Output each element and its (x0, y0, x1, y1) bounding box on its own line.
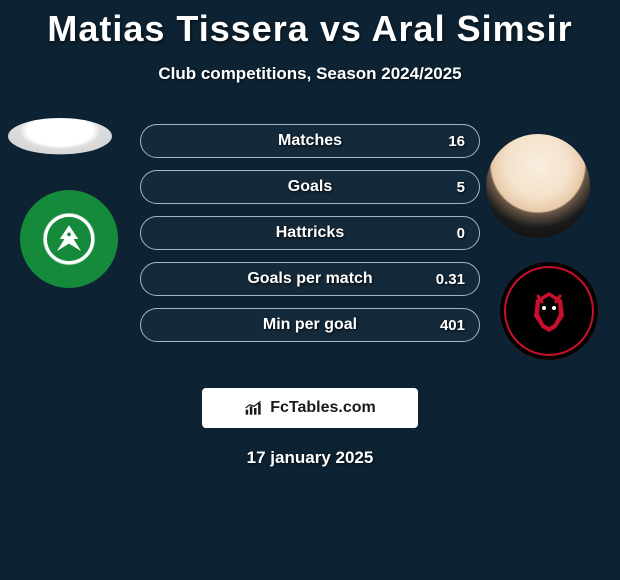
bar-chart-icon (244, 399, 264, 417)
player-left-avatar (8, 118, 112, 154)
club-right-badge (500, 262, 598, 360)
stat-value-right: 0.31 (436, 271, 465, 288)
stat-row: Hattricks 0 (140, 216, 480, 250)
wolf-icon (524, 286, 574, 336)
page-title: Matias Tissera vs Aral Simsir (0, 0, 620, 50)
stat-label: Matches (278, 132, 342, 150)
stat-label: Hattricks (276, 224, 344, 242)
stat-value-right: 401 (440, 317, 465, 334)
stat-label: Min per goal (263, 316, 357, 334)
eagle-icon (46, 216, 92, 262)
stat-value-right: 0 (457, 225, 465, 242)
club-left-badge (20, 190, 118, 288)
player-right-avatar (486, 134, 590, 238)
brand-label: FcTables.com (270, 399, 376, 417)
stat-value-right: 5 (457, 179, 465, 196)
comparison-area: Matches 16 Goals 5 Hattricks 0 Goals per… (0, 124, 620, 374)
stat-row: Matches 16 (140, 124, 480, 158)
stat-row: Goals 5 (140, 170, 480, 204)
stat-row: Goals per match 0.31 (140, 262, 480, 296)
date-label: 17 january 2025 (0, 448, 620, 468)
brand-pill: FcTables.com (202, 388, 418, 428)
stats-rows: Matches 16 Goals 5 Hattricks 0 Goals per… (140, 124, 480, 354)
stat-row: Min per goal 401 (140, 308, 480, 342)
stat-value-right: 16 (448, 133, 465, 150)
stat-label: Goals (288, 178, 332, 196)
subtitle: Club competitions, Season 2024/2025 (0, 64, 620, 84)
stat-label: Goals per match (247, 270, 372, 288)
